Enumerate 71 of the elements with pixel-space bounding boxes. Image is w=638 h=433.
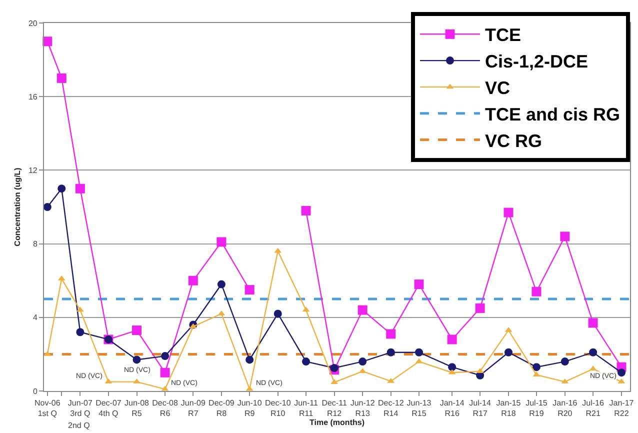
x-tick-label: Jul-15 R19 <box>526 398 548 418</box>
x-tick-label: Dec-08 R6 <box>152 398 178 418</box>
legend-label: TCE and cis RG <box>485 104 620 124</box>
x-tick-label: Dec-09 R8 <box>208 398 235 418</box>
legend-label: TCE <box>485 25 521 46</box>
y-tick-label: 8 <box>32 240 38 249</box>
legend-label: Cis-1,2-DCE <box>485 52 588 72</box>
x-tick-label: Jul-14 R17 <box>469 398 492 418</box>
point <box>160 368 170 378</box>
point <box>301 206 311 216</box>
x-tick-label: Dec-10 R10 <box>264 398 292 418</box>
point <box>415 348 423 356</box>
point <box>560 232 570 242</box>
x-tick-label: Jun-11 R11 <box>294 398 318 418</box>
x-tick-label: Dec-07 4th Q <box>96 398 122 418</box>
x-tick-label: Jun-10 R9 <box>237 398 262 418</box>
point <box>589 348 598 356</box>
x-tick-label: Jan-17 R22 <box>609 398 634 418</box>
x-tick-label: Nov-06 1st Q <box>34 398 61 418</box>
legend-label: VC RG <box>485 130 542 151</box>
point <box>246 356 254 364</box>
x-tick-label: Jul-16 R21 <box>582 398 604 418</box>
y-tick-label: 16 <box>28 92 38 102</box>
x-tick-label: Dec-11 R12 <box>322 398 348 418</box>
point <box>188 276 198 286</box>
point <box>217 280 226 288</box>
x-tick-label: Jun-13 R15 <box>406 398 432 418</box>
point <box>504 348 512 356</box>
x-tick-label: Dec-12 R14 <box>378 398 404 418</box>
y-axis-title: Concentration (ug/L) <box>13 167 22 246</box>
point <box>76 328 84 336</box>
point <box>75 184 85 194</box>
point <box>448 363 456 372</box>
point <box>532 286 542 296</box>
point <box>132 326 142 336</box>
point <box>56 73 66 83</box>
point <box>132 356 141 364</box>
point <box>330 364 338 372</box>
text: 2nd Q <box>68 421 90 430</box>
point <box>386 329 396 339</box>
x-tick-label: Jan-16 R20 <box>552 398 578 418</box>
point <box>386 348 395 356</box>
point <box>447 334 457 344</box>
point <box>358 305 368 315</box>
x-tick-label: Jun-08 R5 <box>124 398 150 418</box>
point <box>414 280 424 290</box>
point <box>560 358 569 366</box>
point <box>274 310 282 318</box>
point <box>161 352 170 360</box>
x-tick-label: Jan-14 R16 <box>440 398 465 418</box>
point <box>302 358 310 366</box>
point <box>216 237 226 247</box>
x-tick-label: Jan-15 R18 <box>496 398 522 418</box>
y-tick-label: 12 <box>28 166 38 175</box>
legend-label: VC <box>485 78 510 98</box>
point <box>504 208 514 218</box>
point <box>618 368 626 377</box>
point <box>244 285 254 295</box>
point <box>475 303 485 313</box>
x-tick-label: Jun-12 R13 <box>350 398 376 418</box>
x-axis-title: Time (months) <box>310 418 365 428</box>
y-tick-label: 0 <box>32 386 38 396</box>
point <box>532 363 540 372</box>
point <box>588 318 598 328</box>
x-tick-label: Jun-09 R7 <box>180 398 206 418</box>
point <box>58 184 66 193</box>
y-tick-label: 4 <box>32 313 38 322</box>
x-tick-label: Jun-07 3rd Q <box>68 398 93 418</box>
y-tick-label: 20 <box>28 18 38 28</box>
point <box>43 203 52 211</box>
point <box>358 358 367 366</box>
